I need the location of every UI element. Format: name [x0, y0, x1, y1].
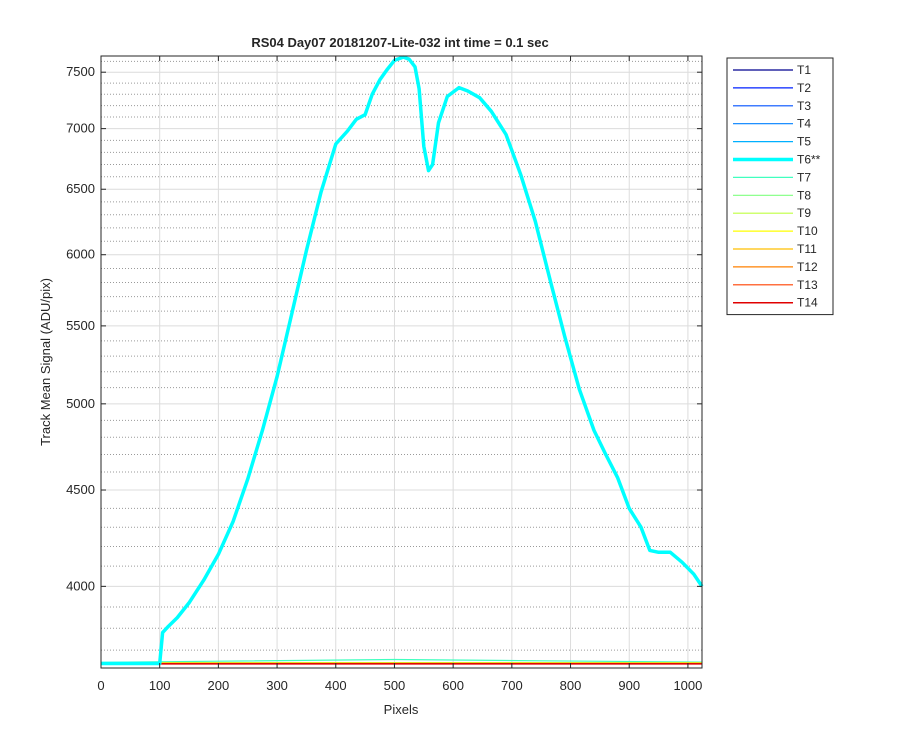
legend-label: T4 [797, 117, 811, 131]
legend-label: T9 [797, 206, 811, 220]
y-tick-label: 6000 [66, 247, 95, 262]
grid [100, 56, 702, 668]
series-lines [100, 55, 704, 666]
x-tick-label: 800 [560, 678, 582, 693]
legend-box [726, 57, 834, 316]
y-axis-label: Track Mean Signal (ADU/pix) [38, 278, 53, 446]
legend: T1 T2 T3 T4 T5 T6** T7 T8 T9 T10 T11 T12 T13 T14 [726, 57, 834, 316]
legend-label: T11 [797, 242, 817, 256]
y-tick-label: 5000 [66, 396, 95, 411]
legend-label: T6** [797, 153, 821, 167]
x-tick-label: 400 [325, 678, 347, 693]
legend-label: T14 [797, 296, 818, 310]
plot-area-frame [100, 55, 703, 669]
x-tick-label: 500 [384, 678, 406, 693]
legend-label: T1 [797, 63, 811, 77]
legend-label: T13 [797, 278, 818, 292]
series-line-t6 [101, 55, 704, 666]
axis-ticks: 0 100 200 300 400 500 600 700 800 900 1000 4000 4500… [66, 56, 702, 693]
legend-label: T12 [797, 260, 818, 274]
y-tick-label: 5500 [66, 318, 95, 333]
x-tick-label: 100 [149, 678, 171, 693]
legend-label: T7 [797, 170, 811, 184]
y-tick-label: 4000 [66, 578, 95, 593]
x-tick-label: 0 [97, 678, 104, 693]
y-tick-label: 7000 [66, 121, 95, 136]
x-tick-label: 900 [618, 678, 640, 693]
x-axis-label: Pixels [384, 702, 419, 717]
legend-label: T5 [797, 135, 811, 149]
chart-title: RS04 Day07 20181207-Lite-032 int time = … [251, 35, 548, 50]
legend-label: T3 [797, 99, 811, 113]
legend-label: T8 [797, 188, 811, 202]
x-tick-label: 200 [208, 678, 230, 693]
y-tick-label: 4500 [66, 482, 95, 497]
y-tick-label: 6500 [66, 181, 95, 196]
legend-label: T2 [797, 81, 811, 95]
x-tick-label: 300 [266, 678, 288, 693]
x-tick-label: 600 [442, 678, 464, 693]
x-tick-label: 700 [501, 678, 523, 693]
y-tick-label: 7500 [66, 64, 95, 79]
legend-label: T10 [797, 224, 818, 238]
series-line-t7 [100, 658, 703, 663]
x-tick-label: 1000 [673, 678, 702, 693]
